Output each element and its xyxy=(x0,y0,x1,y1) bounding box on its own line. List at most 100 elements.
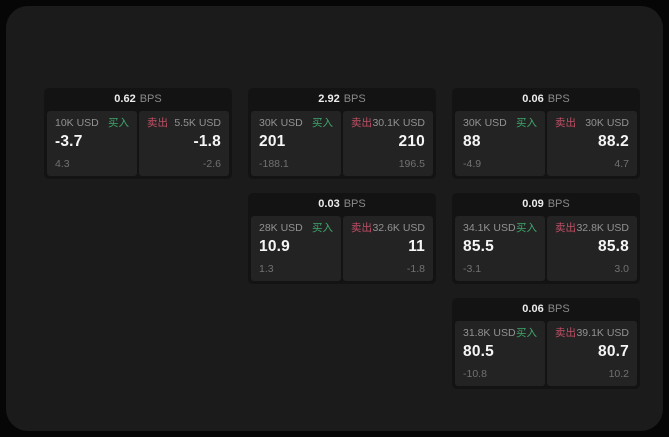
buy-sub-value: 4.3 xyxy=(55,158,70,170)
sell-amount: 30.1K USD xyxy=(372,117,425,129)
buy-quote-panel[interactable]: 31.8K USD 买入 80.5 -10.8 xyxy=(455,321,545,386)
sell-sub-value: 10.2 xyxy=(608,368,629,380)
bps-value: 0.62 xyxy=(114,93,136,105)
buy-side-label: 买入 xyxy=(516,222,537,234)
buy-amount: 30K USD xyxy=(463,117,507,129)
sell-side-label: 卖出 xyxy=(555,327,576,339)
sell-sub-value: -2.6 xyxy=(202,158,221,170)
buy-side-label: 买入 xyxy=(108,117,129,129)
buy-amount: 10K USD xyxy=(55,117,99,129)
quote-board-window: 0.62 BPS 10K USD 买入 -3.7 4.3 卖出 5.5K USD… xyxy=(6,6,663,431)
card-header: 0.06 BPS xyxy=(452,298,640,320)
sell-quote-panel[interactable]: 卖出 32.8K USD 85.8 3.0 xyxy=(547,216,637,281)
sell-side-label: 卖出 xyxy=(147,117,168,129)
sell-panel-top: 卖出 32.8K USD xyxy=(555,222,629,235)
sell-quote-panel[interactable]: 卖出 30K USD 88.2 4.7 xyxy=(547,111,637,176)
buy-sub-value: -3.1 xyxy=(463,263,482,275)
card-header: 0.03 BPS xyxy=(248,193,436,215)
buy-amount: 30K USD xyxy=(259,117,303,129)
buy-panel-top: 30K USD 买入 xyxy=(259,117,333,130)
sell-sub-value: 3.0 xyxy=(614,263,629,275)
buy-price: 85.5 xyxy=(463,238,494,255)
bps-value: 0.06 xyxy=(522,303,544,315)
buy-sub-value: -4.9 xyxy=(463,158,482,170)
buy-price: 10.9 xyxy=(259,238,290,255)
buy-amount: 31.8K USD xyxy=(463,327,516,339)
sell-sub-value: 196.5 xyxy=(398,158,425,170)
sell-price: 88.2 xyxy=(598,133,629,150)
sell-side-label: 卖出 xyxy=(351,117,372,129)
sell-quote-panel[interactable]: 卖出 30.1K USD 210 196.5 xyxy=(343,111,433,176)
buy-quote-panel[interactable]: 28K USD 买入 10.9 1.3 xyxy=(251,216,341,281)
bps-value: 0.09 xyxy=(522,198,544,210)
sell-amount: 30K USD xyxy=(585,117,629,129)
quote-card: 0.03 BPS 28K USD 买入 10.9 1.3 卖出 32.6K US… xyxy=(248,193,436,284)
buy-panel-top: 31.8K USD 买入 xyxy=(463,327,537,340)
card-body: 34.1K USD 买入 85.5 -3.1 卖出 32.8K USD 85.8… xyxy=(452,215,640,281)
sell-amount: 5.5K USD xyxy=(174,117,221,129)
card-header: 0.62 BPS xyxy=(44,88,232,110)
buy-price: 201 xyxy=(259,133,286,150)
sell-panel-top: 卖出 30K USD xyxy=(555,117,629,130)
buy-panel-top: 34.1K USD 买入 xyxy=(463,222,537,235)
buy-side-label: 买入 xyxy=(516,117,537,129)
quote-card: 0.09 BPS 34.1K USD 买入 85.5 -3.1 卖出 32.8K… xyxy=(452,193,640,284)
quote-card: 0.06 BPS 30K USD 买入 88 -4.9 卖出 30K USD 8… xyxy=(452,88,640,179)
sell-sub-value: 4.7 xyxy=(614,158,629,170)
bps-unit-label: BPS xyxy=(547,303,570,315)
buy-panel-top: 30K USD 买入 xyxy=(463,117,537,130)
buy-sub-value: 1.3 xyxy=(259,263,274,275)
buy-sub-value: -10.8 xyxy=(463,368,487,380)
bps-value: 0.06 xyxy=(522,93,544,105)
buy-price: -3.7 xyxy=(55,133,83,150)
sell-panel-top: 卖出 30.1K USD xyxy=(351,117,425,130)
sell-price: 11 xyxy=(408,238,425,255)
card-header: 2.92 BPS xyxy=(248,88,436,110)
sell-amount: 39.1K USD xyxy=(576,327,629,339)
buy-sub-value: -188.1 xyxy=(259,158,289,170)
sell-price: 210 xyxy=(398,133,425,150)
bps-unit-label: BPS xyxy=(547,93,570,105)
sell-price: -1.8 xyxy=(193,133,221,150)
bps-value: 2.92 xyxy=(318,93,340,105)
quote-card: 2.92 BPS 30K USD 买入 201 -188.1 卖出 30.1K … xyxy=(248,88,436,179)
sell-quote-panel[interactable]: 卖出 32.6K USD 11 -1.8 xyxy=(343,216,433,281)
sell-quote-panel[interactable]: 卖出 5.5K USD -1.8 -2.6 xyxy=(139,111,229,176)
card-body: 10K USD 买入 -3.7 4.3 卖出 5.5K USD -1.8 -2.… xyxy=(44,110,232,176)
sell-panel-top: 卖出 39.1K USD xyxy=(555,327,629,340)
sell-sub-value: -1.8 xyxy=(406,263,425,275)
buy-side-label: 买入 xyxy=(312,222,333,234)
card-header: 0.09 BPS xyxy=(452,193,640,215)
buy-quote-panel[interactable]: 30K USD 买入 201 -188.1 xyxy=(251,111,341,176)
quote-card: 0.62 BPS 10K USD 买入 -3.7 4.3 卖出 5.5K USD… xyxy=(44,88,232,179)
sell-side-label: 卖出 xyxy=(351,222,372,234)
buy-side-label: 买入 xyxy=(516,327,537,339)
sell-amount: 32.6K USD xyxy=(372,222,425,234)
card-body: 30K USD 买入 88 -4.9 卖出 30K USD 88.2 4.7 xyxy=(452,110,640,176)
card-body: 30K USD 买入 201 -188.1 卖出 30.1K USD 210 1… xyxy=(248,110,436,176)
buy-quote-panel[interactable]: 10K USD 买入 -3.7 4.3 xyxy=(47,111,137,176)
bps-unit-label: BPS xyxy=(139,93,162,105)
buy-quote-panel[interactable]: 30K USD 买入 88 -4.9 xyxy=(455,111,545,176)
buy-panel-top: 10K USD 买入 xyxy=(55,117,129,130)
sell-side-label: 卖出 xyxy=(555,117,576,129)
sell-quote-panel[interactable]: 卖出 39.1K USD 80.7 10.2 xyxy=(547,321,637,386)
buy-amount: 34.1K USD xyxy=(463,222,516,234)
bps-unit-label: BPS xyxy=(343,93,366,105)
card-body: 28K USD 买入 10.9 1.3 卖出 32.6K USD 11 -1.8 xyxy=(248,215,436,281)
sell-panel-top: 卖出 5.5K USD xyxy=(147,117,221,130)
bps-unit-label: BPS xyxy=(547,198,570,210)
bps-unit-label: BPS xyxy=(343,198,366,210)
buy-side-label: 买入 xyxy=(312,117,333,129)
bps-value: 0.03 xyxy=(318,198,340,210)
buy-panel-top: 28K USD 买入 xyxy=(259,222,333,235)
sell-amount: 32.8K USD xyxy=(576,222,629,234)
sell-price: 85.8 xyxy=(598,238,629,255)
buy-quote-panel[interactable]: 34.1K USD 买入 85.5 -3.1 xyxy=(455,216,545,281)
quote-card: 0.06 BPS 31.8K USD 买入 80.5 -10.8 卖出 39.1… xyxy=(452,298,640,389)
sell-panel-top: 卖出 32.6K USD xyxy=(351,222,425,235)
buy-amount: 28K USD xyxy=(259,222,303,234)
sell-side-label: 卖出 xyxy=(555,222,576,234)
card-body: 31.8K USD 买入 80.5 -10.8 卖出 39.1K USD 80.… xyxy=(452,320,640,386)
